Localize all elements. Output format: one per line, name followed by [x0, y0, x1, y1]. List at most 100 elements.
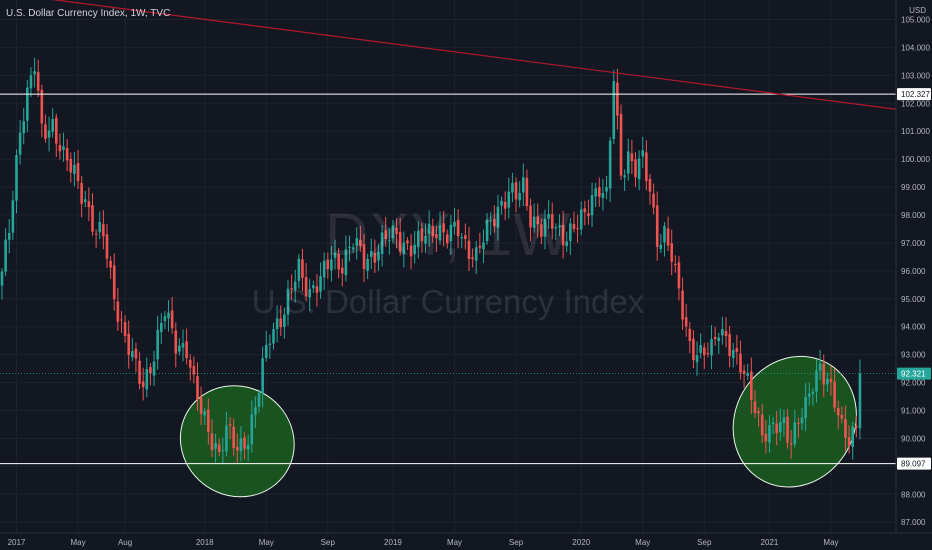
candle-body	[456, 219, 460, 237]
price-tick-label: 103.000	[901, 71, 930, 80]
candle-body	[655, 205, 659, 247]
candle-body	[312, 285, 315, 289]
candle-body	[80, 182, 83, 204]
candle-body	[275, 318, 279, 330]
candle-body	[377, 251, 380, 261]
trend-line[interactable]	[0, 0, 932, 115]
price-tick-label: 92.000	[901, 379, 926, 388]
level-price-label: 102.327	[901, 90, 930, 99]
candle-body	[359, 239, 362, 247]
candle-body	[268, 343, 272, 345]
price-tick-label: 88.000	[901, 490, 926, 499]
time-tick-label: Aug	[118, 538, 132, 547]
candle-body	[58, 144, 62, 152]
candle-body	[717, 337, 721, 342]
candle-body	[623, 175, 626, 178]
price-tick-label: 96.000	[901, 267, 926, 276]
candle-body	[605, 187, 608, 192]
candle-body	[203, 411, 207, 416]
candle-body	[579, 209, 583, 230]
candle-body	[159, 323, 163, 332]
candle-body	[521, 177, 525, 193]
price-axis[interactable]: 87.00088.00089.00090.00091.00092.00093.0…	[895, 0, 932, 533]
candle-body	[518, 193, 521, 201]
candle-body	[779, 422, 782, 433]
candle-body	[500, 200, 503, 206]
candle-body	[4, 239, 7, 272]
candle-body	[257, 393, 261, 407]
time-tick-label: May	[447, 538, 462, 547]
candle-body	[127, 333, 130, 355]
candle-body	[608, 140, 612, 189]
candle-body	[775, 423, 778, 434]
watermark-name: U.S. Dollar Currency Index	[251, 283, 645, 320]
time-tick-label: 2021	[761, 538, 779, 547]
candle-body	[822, 363, 826, 385]
last-price-label-bg	[897, 367, 931, 380]
candle-body	[601, 192, 605, 199]
candle-body	[152, 361, 156, 376]
time-tick-label: Sep	[509, 538, 524, 547]
candle-body	[83, 199, 87, 202]
candle-body	[847, 437, 851, 447]
price-tick-label: 97.000	[901, 239, 926, 248]
candle-body	[561, 224, 565, 246]
candle-body	[695, 355, 699, 363]
candle-body	[167, 312, 170, 319]
candle-body	[710, 339, 713, 356]
candle-body	[170, 310, 174, 329]
time-tick-label: 2018	[196, 538, 214, 547]
candle-body	[7, 232, 11, 240]
candle-body	[529, 205, 532, 228]
candle-body	[15, 155, 18, 201]
price-tick-label: 91.000	[901, 407, 926, 416]
candle-body	[315, 286, 319, 293]
candle-body	[757, 411, 760, 414]
candle-body	[36, 72, 40, 91]
candle-body	[702, 347, 706, 356]
candle-body	[652, 193, 655, 208]
candle-body	[807, 393, 811, 397]
candle-body	[590, 195, 594, 216]
candle-body	[355, 238, 359, 246]
candle-body	[362, 244, 366, 269]
candle-body	[583, 208, 587, 213]
drawn-lines[interactable]	[0, 0, 932, 465]
candle-body	[840, 414, 844, 419]
candle-body	[569, 223, 572, 242]
price-tick-label: 93.000	[901, 351, 926, 360]
candle-body	[692, 338, 695, 361]
candle-body	[340, 267, 344, 274]
candle-body	[134, 348, 138, 359]
candle-body	[844, 419, 847, 438]
price-tick-label: 102.000	[901, 99, 930, 108]
candle-body	[742, 370, 746, 375]
candle-body	[659, 244, 663, 250]
candle-body	[442, 223, 445, 233]
candle-body	[637, 158, 641, 180]
time-axis[interactable]: 2017 May Aug 2018 May Sep 2019 May Sep 2020 May Sep…	[0, 532, 932, 550]
candle-body	[26, 87, 29, 121]
time-tick-label: Sep	[697, 538, 712, 547]
price-tick-label: 100.000	[901, 155, 930, 164]
time-tick-label: May	[823, 538, 838, 547]
candle-body	[750, 371, 753, 400]
candle-body	[178, 345, 181, 352]
candle-body	[351, 247, 355, 249]
candle-body	[681, 290, 684, 320]
candle-body	[855, 425, 858, 428]
candle-body	[264, 344, 268, 359]
candle-body	[44, 124, 47, 139]
candle-body	[677, 262, 681, 289]
candle-body	[540, 224, 543, 237]
candle-body	[699, 345, 702, 353]
candle-body	[670, 243, 673, 262]
candle-body	[514, 182, 518, 200]
candle-body	[547, 214, 550, 219]
candle-body	[435, 233, 438, 239]
candle-body	[721, 329, 724, 336]
candle-body	[724, 331, 728, 337]
candle-body	[279, 318, 283, 328]
price-tick-label: 95.000	[901, 295, 926, 304]
